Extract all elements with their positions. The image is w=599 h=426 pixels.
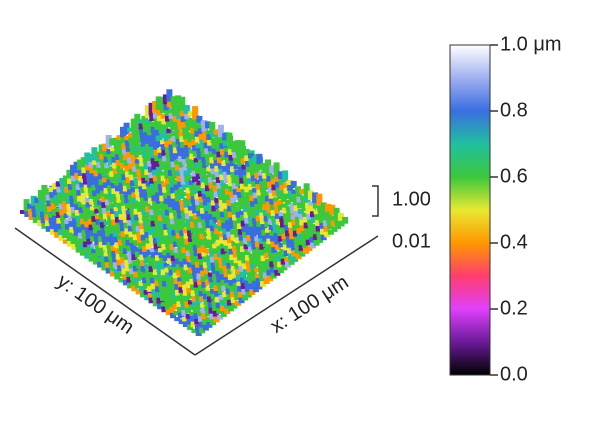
height-bracket — [372, 186, 378, 216]
colorbar-tick-label: 0.8 — [500, 99, 528, 121]
colorbar-tick-label: 1.0 μm — [500, 33, 562, 55]
colorbar-tick-label: 0.0 — [500, 363, 528, 385]
chart: 1.00 0.01 y: 100 μm x: 100 μm 1.0 μm0.80… — [0, 0, 599, 421]
surface-pixel — [342, 217, 348, 224]
height-label: 1.00 — [392, 188, 431, 210]
height-label: 0.01 — [392, 230, 431, 252]
surface-pixel — [256, 154, 262, 164]
colorbar — [450, 45, 490, 375]
colorbar-tick-label: 0.2 — [500, 297, 528, 319]
colorbar-tick-label: 0.4 — [500, 231, 528, 253]
colorbar-tick-label: 0.6 — [500, 165, 528, 187]
